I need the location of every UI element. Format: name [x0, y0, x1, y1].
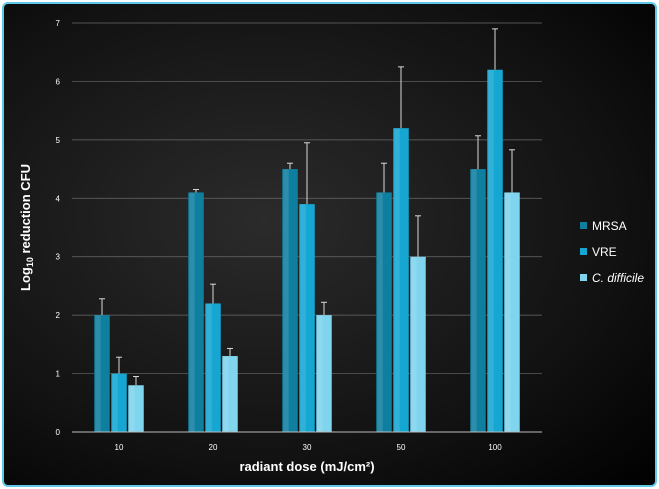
y-axis-title-main: Log: [18, 267, 33, 291]
bar-sheen: [95, 315, 101, 432]
legend-swatch: [580, 248, 587, 255]
bar-sheen: [377, 192, 383, 432]
y-axis-title-subscript: 10: [25, 257, 35, 267]
bar-sheen: [129, 385, 135, 432]
x-tick-label: 30: [303, 443, 312, 452]
bar-vre-30: [299, 204, 315, 432]
bar-sheen: [317, 315, 323, 432]
legend-label: MRSA: [592, 219, 627, 233]
y-axis-title: Log10 reduction CFU: [18, 164, 35, 291]
bar-sheen: [488, 69, 494, 432]
bar-sheen: [411, 256, 417, 432]
bar-vre-20: [205, 303, 221, 432]
bar-sheen: [283, 169, 289, 433]
y-tick-label: 6: [56, 77, 61, 86]
y-tick-label: 0: [56, 428, 61, 437]
bar-sheen: [223, 356, 229, 432]
bar-mrsa-10: [94, 315, 110, 432]
bar-mrsa-50: [376, 192, 392, 432]
bar-vre-100: [487, 69, 503, 432]
bar-mrsa-100: [470, 169, 486, 433]
bar-c-difficile-50: [410, 256, 426, 432]
x-axis-title: radiant dose (mJ/cm²): [239, 459, 374, 474]
bars: [94, 28, 520, 433]
y-tick-label: 2: [56, 311, 61, 320]
bar-mrsa-30: [282, 169, 298, 433]
y-tick-label: 3: [56, 253, 61, 262]
legend-label: C. difficile: [592, 271, 644, 285]
bar-sheen: [112, 373, 118, 432]
bar-sheen: [300, 204, 306, 432]
bar-sheen: [505, 192, 511, 432]
legend-swatch: [580, 222, 587, 229]
y-axis-title-rest: reduction CFU: [18, 164, 33, 257]
y-tick-label: 1: [56, 370, 61, 379]
chart-svg: 0 1 2 3 4 5 6 7 10 20 30 50 100 radiant dose (mJ/cm²…: [18, 19, 644, 474]
bar-vre-50: [393, 128, 409, 432]
x-tick-label: 20: [209, 443, 218, 452]
y-tick-label: 5: [56, 136, 61, 145]
bar-sheen: [206, 303, 212, 432]
legend-label: VRE: [592, 245, 617, 259]
bar-c-difficile-10: [128, 385, 144, 432]
bar-c-difficile-100: [504, 192, 520, 432]
bar-sheen: [189, 192, 195, 432]
legend-swatch: [580, 274, 587, 281]
bar-sheen: [471, 169, 477, 433]
x-tick-label: 10: [115, 443, 124, 452]
x-tick-label: 100: [488, 443, 502, 452]
y-tick-label: 7: [56, 19, 61, 28]
axis-ticks: 0 1 2 3 4 5 6 7 10 20 30 50 100: [56, 19, 503, 452]
bar-mrsa-20: [188, 192, 204, 432]
bar-c-difficile-20: [222, 356, 238, 432]
y-tick-label: 4: [56, 194, 61, 203]
legend: MRSA VRE C. difficile: [580, 219, 644, 285]
bar-c-difficile-30: [316, 315, 332, 432]
bar-vre-10: [111, 373, 127, 432]
bar-sheen: [394, 128, 400, 432]
x-tick-label: 50: [397, 443, 406, 452]
